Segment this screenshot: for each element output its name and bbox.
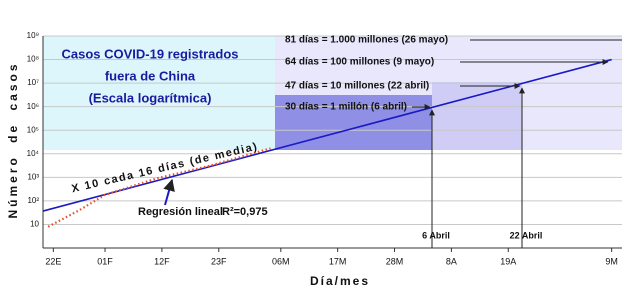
annotation: 81 días = 1.000 millones (26 mayo) (285, 35, 448, 46)
annotation: 30 días = 1 millón (6 abril) (285, 102, 407, 113)
annotation: 64 días = 100 millones (9 mayo) (285, 57, 434, 68)
x-tick-label: 12F (154, 256, 170, 266)
y-tick-label: 10³ (27, 172, 39, 181)
y-tick-label: 10 (30, 220, 39, 229)
annotation-arrows (163, 39, 622, 248)
y-tick-label: 10⁵ (27, 125, 39, 134)
x-tick-label: 8A (446, 256, 457, 266)
date-marker: 6 Abril (422, 230, 450, 240)
title: fuera de China (105, 68, 196, 83)
x-axis-title: Día/mes (310, 274, 370, 288)
x-tick-label: 17M (329, 256, 347, 266)
r2-label: R²=0,975 (222, 206, 268, 218)
x-tick-label: 23F (211, 256, 227, 266)
title: (Escala logarítmica) (89, 90, 212, 105)
x-tick-label: 22E (45, 256, 61, 266)
x-tick-label: 9M (605, 256, 618, 266)
y-tick-label: 10⁴ (27, 149, 40, 158)
legend-label: Regresión lineal (138, 206, 223, 218)
annotation: 47 días = 10 millones (22 abril) (285, 81, 429, 92)
date-marker: 22 Abril (510, 230, 543, 240)
x-tick-label: 19A (500, 256, 516, 266)
y-axis-title: Número de casos (6, 61, 20, 218)
x-tick-label: 28M (386, 256, 404, 266)
y-tick-label: 10⁹ (27, 31, 39, 40)
x-tick-label: 06M (272, 256, 290, 266)
background-shading (43, 36, 622, 150)
y-tick-label: 10⁸ (27, 55, 39, 64)
x-tick-label: 01F (97, 256, 113, 266)
title: Casos COVID-19 registrados (61, 46, 238, 61)
y-tick-label: 10⁶ (27, 102, 39, 111)
series-line (47, 147, 271, 228)
y-tick-label: 10² (27, 196, 39, 205)
y-tick-label: 10⁷ (27, 78, 39, 87)
